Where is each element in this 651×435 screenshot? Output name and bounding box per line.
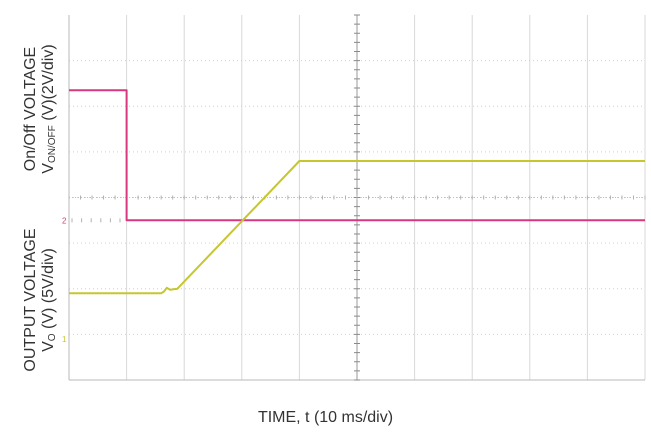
on-off-label-line2: VON/OFF (V)(2V/div) <box>40 44 58 174</box>
output-voltage-axis-label: OUTPUT VOLTAGE VO (V) (5V/div) <box>22 195 58 405</box>
ground-marker-on_off: 2 <box>62 216 67 225</box>
trace-output <box>69 160 645 295</box>
on-off-voltage-axis-label: On/Off VOLTAGE VON/OFF (V)(2V/div) <box>22 9 58 209</box>
output-label-line1: OUTPUT VOLTAGE <box>22 228 39 372</box>
x-axis-label: TIME, t (10 ms/div) <box>257 409 394 426</box>
ground-marker-output: 1 <box>62 335 67 344</box>
output-label-line2: VO (V) (5V/div) <box>40 248 58 352</box>
on-off-label-line1: On/Off VOLTAGE <box>22 46 39 172</box>
trace-on_off <box>69 89 645 222</box>
